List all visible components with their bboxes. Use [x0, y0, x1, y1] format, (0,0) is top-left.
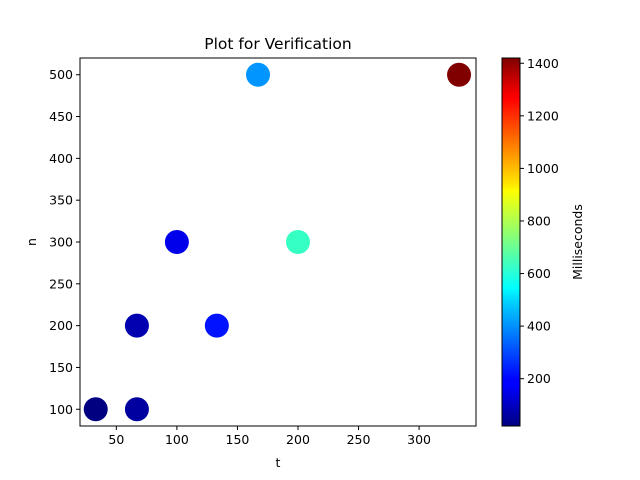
scatter-points	[83, 62, 472, 422]
colorbar-frame	[501, 57, 521, 427]
colorbar-tick-label: 800	[527, 213, 551, 228]
data-point-5	[204, 313, 229, 338]
colorbar-tick-label: 200	[527, 371, 551, 386]
data-point-3	[124, 313, 149, 338]
x-tick-label: 100	[165, 432, 189, 447]
y-tick-label: 400	[49, 151, 73, 166]
colorbar: 200 400 600 800 1000 1200 1400 Milliseconds	[501, 56, 585, 427]
y-axis-label: n	[24, 238, 39, 246]
colorbar-tick-label: 400	[527, 319, 551, 334]
colorbar-ticks: 200 400 600 800 1000 1200 1400	[520, 56, 559, 386]
y-tick-label: 500	[49, 67, 73, 82]
y-tick-label: 350	[49, 193, 73, 208]
colorbar-tick-label: 1000	[527, 161, 559, 176]
y-tick-label: 250	[49, 276, 73, 291]
chart-title: Plot for Verification	[204, 35, 351, 53]
data-point-7	[285, 230, 310, 254]
data-point-1	[83, 397, 108, 422]
y-tick-label: 450	[49, 109, 73, 124]
x-tick-label: 50	[108, 432, 124, 447]
colorbar-tick-label: 1200	[527, 108, 559, 123]
plot-background	[80, 58, 476, 426]
plot-area: 50 100 150 200 250 300 100 150 200 250 300 350 400 4…	[49, 57, 477, 447]
x-axis-ticks: 50 100 150 200 250 300	[108, 426, 431, 447]
y-tick-label: 300	[49, 235, 73, 250]
data-point-2	[124, 397, 149, 422]
data-point-6	[246, 62, 271, 87]
data-point-4	[164, 230, 189, 254]
colorbar-tick-label: 600	[527, 266, 551, 281]
colorbar-label: Milliseconds	[570, 204, 585, 280]
x-tick-label: 300	[407, 432, 431, 447]
x-tick-label: 150	[226, 432, 250, 447]
y-tick-label: 150	[49, 360, 73, 375]
x-tick-label: 200	[286, 432, 310, 447]
y-tick-label: 200	[49, 318, 73, 333]
y-axis-ticks: 100 150 200 250 300 350 400 450 500	[49, 67, 80, 417]
y-tick-label: 100	[49, 402, 73, 417]
x-axis-label: t	[276, 455, 281, 470]
colorbar-gradient	[502, 58, 520, 426]
data-point-8	[447, 62, 472, 87]
colorbar-tick-label: 1400	[527, 56, 559, 71]
x-tick-label: 250	[347, 432, 371, 447]
